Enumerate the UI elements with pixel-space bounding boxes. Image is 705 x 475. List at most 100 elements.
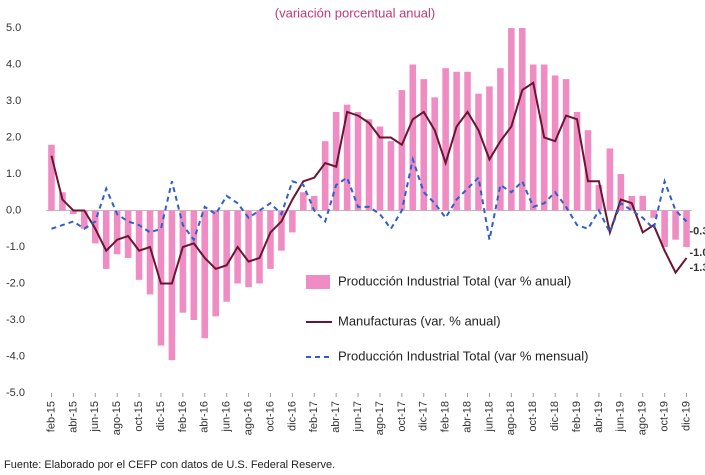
legend-label: Producción Industrial Total (var % anual… [338,273,571,288]
bar [157,210,165,346]
y-tick-label: 0.0 [6,204,21,216]
bar [245,210,252,288]
line [50,81,688,285]
bar [113,210,121,255]
bar [584,130,592,211]
bar [343,104,351,211]
bar [354,111,362,211]
y-tick-label: -5.0 [6,387,25,399]
y-tick-label: -3.0 [6,314,25,326]
bar [70,210,77,215]
bar [168,210,176,361]
bar [508,28,515,211]
x-tick-label: dic-17 [418,401,430,431]
x-tick-label: jun-17 [352,401,364,433]
x-tick-label: feb-17 [308,401,320,432]
bar [102,210,110,269]
bar [146,210,154,295]
end-label: -1.3 [690,262,705,274]
bar [387,141,395,211]
chart-title: (variación porcentual anual) [275,5,435,20]
bar [59,192,66,211]
bar [278,210,285,251]
y-tick-label: 2.0 [6,131,21,143]
x-tick-label: jun-18 [483,401,495,433]
x-tick-label: abr-15 [67,401,79,433]
x-tick-label: oct-19 [659,401,671,432]
x-tick-label: ago-16 [242,401,254,435]
x-tick-label: abr-17 [330,401,342,433]
y-tick-label: 4.0 [6,58,21,70]
bar [81,210,88,229]
bar [376,126,384,211]
bar [179,210,187,313]
x-tick-label: ago-17 [374,401,386,435]
x-tick-label: abr-19 [593,401,605,433]
bar [661,210,668,247]
bar [289,210,296,233]
end-label: -1.0 [690,247,705,259]
bar [201,210,209,339]
x-tick-label: oct-18 [527,401,539,432]
x-tick-label: feb-18 [440,401,452,432]
bar [310,195,318,211]
bar [573,111,581,211]
line [51,155,688,242]
bar [48,144,55,211]
bar [135,210,143,280]
bar [256,210,263,284]
y-tick-label: -2.0 [6,277,25,289]
x-tick-label: feb-15 [45,401,57,432]
bar [124,210,132,258]
bar [672,210,679,240]
x-tick-label: ago-15 [111,401,123,435]
end-label: -0.3 [690,225,705,237]
y-tick-label: -4.0 [6,350,25,362]
x-tick-label: ago-18 [505,401,517,435]
bar [529,64,537,211]
bar [639,195,647,211]
x-tick-label: jun-16 [221,401,233,433]
legend-label: Manufacturas (var. % anual) [338,313,501,328]
legend-label: Producción Industrial Total (var % mensu… [338,348,589,363]
y-tick-label: 1.0 [6,168,21,180]
bar [223,210,230,302]
legend-swatch [306,275,330,289]
x-tick-label: dic-19 [680,401,692,431]
bar [475,93,482,211]
bar [453,71,460,211]
bar [617,174,625,211]
bar [332,111,340,211]
x-tick-label: feb-19 [571,401,583,432]
y-tick-label: 3.0 [6,95,21,107]
bar [562,79,570,211]
x-tick-label: oct-16 [264,401,276,432]
x-tick-label: dic-18 [549,401,561,431]
bar [409,64,417,211]
x-tick-label: feb-16 [177,401,189,432]
x-tick-label: jun-15 [89,401,101,433]
x-tick-label: abr-16 [199,401,211,433]
bar [551,75,559,211]
x-tick-label: oct-15 [133,401,145,432]
bar [650,210,657,218]
bar [398,90,406,211]
y-tick-label: -1.0 [6,241,25,253]
bar [519,28,526,211]
bar [683,210,690,247]
bar [267,210,274,269]
bar [464,71,471,211]
bar [486,86,493,211]
y-tick-label: 5.0 [6,22,21,34]
bar [442,68,449,211]
bar [595,184,603,211]
x-tick-label: jun-19 [615,401,627,433]
x-tick-label: dic-16 [286,401,298,431]
bar [190,210,198,320]
bar [606,148,614,211]
bar [431,97,438,211]
bar [497,68,504,211]
source-note: Fuente: Elaborado por el CEFP con datos … [4,459,335,471]
x-tick-label: ago-19 [637,401,649,435]
